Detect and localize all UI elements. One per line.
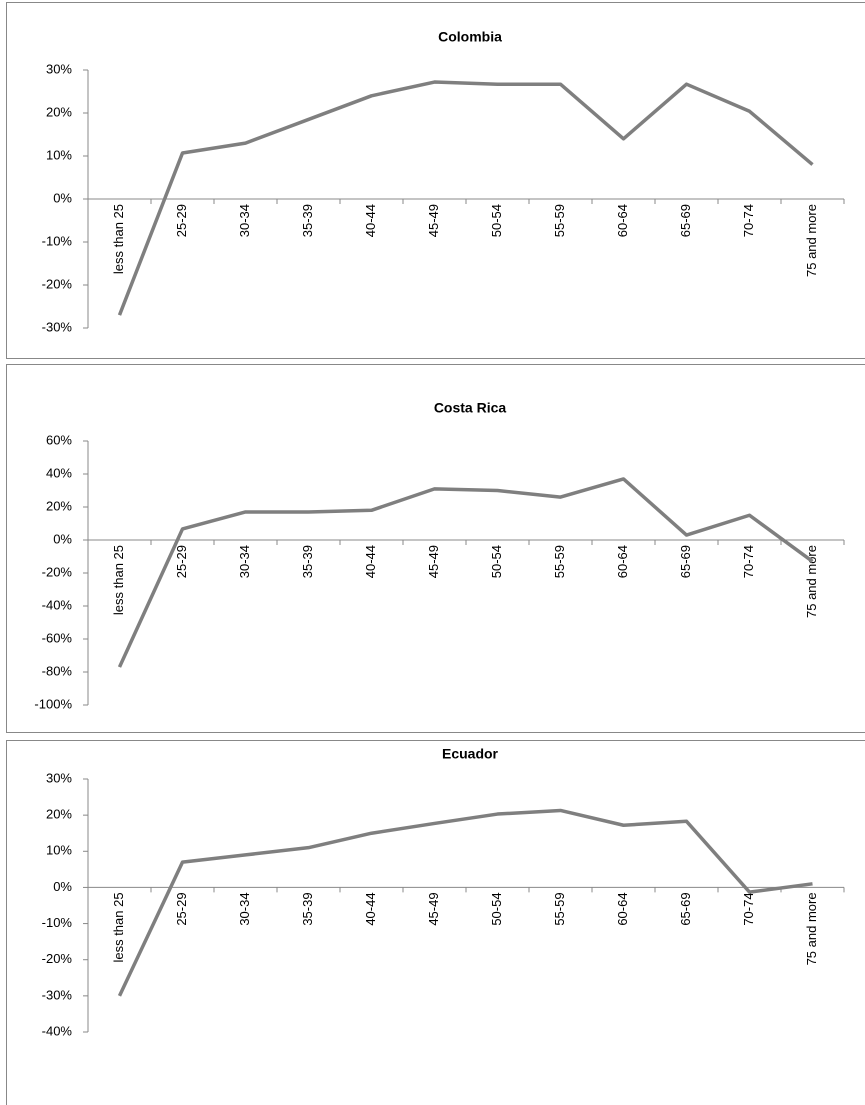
x-tick-label: 30-34	[237, 204, 252, 237]
y-tick-label: 20%	[46, 807, 72, 822]
x-tick-label: 65-69	[678, 204, 693, 237]
y-tick-label: -60%	[42, 630, 73, 645]
line-series	[117, 80, 814, 316]
x-tick-label: 75 and more	[804, 545, 819, 618]
y-tick-label: 20%	[46, 104, 72, 119]
y-tick-label: -100%	[34, 696, 72, 711]
x-tick-label: 50-54	[489, 204, 504, 237]
x-tick-label: 25-29	[174, 892, 189, 925]
y-tick-label: -20%	[42, 276, 73, 291]
line-series	[117, 477, 814, 668]
x-tick-label: 25-29	[174, 545, 189, 578]
y-tick-label: -80%	[42, 663, 73, 678]
y-tick-label: -20%	[42, 564, 73, 579]
y-tick-label: 10%	[46, 147, 72, 162]
y-tick-label: 10%	[46, 843, 72, 858]
chart-panel: Colombia 30% 20% 10% 0% -10% -20% -30% less than…	[6, 2, 865, 359]
x-tick-label: 75 and more	[804, 204, 819, 277]
x-tick-label: 65-69	[678, 545, 693, 578]
x-tick-label: 45-49	[426, 892, 441, 925]
x-tick-label: 55-59	[552, 545, 567, 578]
chart-panel: Ecuador 30% 20% 10% 0% -10% -20% -30% -40% less t…	[6, 740, 865, 1105]
x-tick-label: 70-74	[741, 892, 756, 925]
y-tick-label: -30%	[42, 319, 73, 334]
x-tick-label: 55-59	[552, 204, 567, 237]
y-tick-label: -10%	[42, 233, 73, 248]
x-tick-label: 60-64	[615, 892, 630, 925]
x-tick-label: 35-39	[300, 892, 315, 925]
x-tick-label: 75 and more	[804, 892, 819, 965]
x-tick-label: 70-74	[741, 545, 756, 578]
y-tick-label: 30%	[46, 61, 72, 76]
x-tick-label: 30-34	[237, 545, 252, 578]
x-tick-label: 45-49	[426, 204, 441, 237]
panel-border	[6, 2, 865, 359]
y-tick-label: 30%	[46, 770, 72, 785]
x-tick-label: 60-64	[615, 204, 630, 237]
x-tick-label: 25-29	[174, 204, 189, 237]
x-tick-label: 30-34	[237, 892, 252, 925]
x-tick-label: 60-64	[615, 545, 630, 578]
panel-border	[6, 740, 865, 1105]
x-tick-label: 65-69	[678, 892, 693, 925]
x-tick-label: 40-44	[363, 545, 378, 578]
y-tick-label: 60%	[46, 432, 72, 447]
x-tick-label: less than 25	[111, 892, 126, 962]
panel-border	[6, 364, 865, 733]
x-tick-label: 50-54	[489, 545, 504, 578]
x-tick-label: 40-44	[363, 204, 378, 237]
y-tick-label: 20%	[46, 498, 72, 513]
x-tick-label: 50-54	[489, 892, 504, 925]
chart-title: Costa Rica	[434, 400, 507, 416]
line-series	[117, 808, 813, 997]
x-tick-label: 55-59	[552, 892, 567, 925]
x-tick-label: 45-49	[426, 545, 441, 578]
x-tick-label: 35-39	[300, 545, 315, 578]
chart-title: Colombia	[438, 29, 502, 45]
x-tick-label: less than 25	[111, 545, 126, 615]
y-tick-label: 0%	[53, 531, 72, 546]
y-tick-label: -40%	[42, 1023, 73, 1038]
y-tick-label: -30%	[42, 987, 73, 1002]
x-tick-label: less than 25	[111, 204, 126, 274]
y-tick-label: -40%	[42, 597, 73, 612]
x-tick-label: 40-44	[363, 892, 378, 925]
y-tick-label: 0%	[53, 879, 72, 894]
y-tick-label: -10%	[42, 915, 73, 930]
y-tick-label: 40%	[46, 465, 72, 480]
x-tick-label: 70-74	[741, 204, 756, 237]
y-tick-label: -20%	[42, 951, 73, 966]
chart-title: Ecuador	[442, 746, 499, 762]
x-tick-label: 35-39	[300, 204, 315, 237]
chart-panel: Costa Rica 60% 40% 20% 0% -20% -40% -60% -80% -10…	[6, 364, 865, 733]
y-tick-label: 0%	[53, 190, 72, 205]
